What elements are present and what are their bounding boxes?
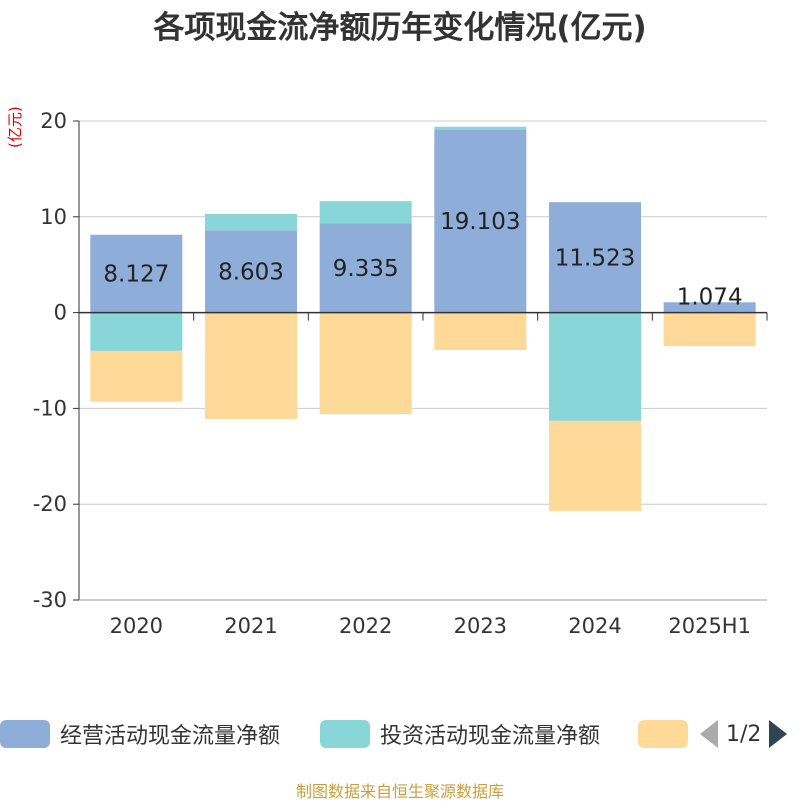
bar-series0-2021 <box>205 230 297 313</box>
legend-pager: 1/2 <box>700 716 788 752</box>
y-tick-label: -20 <box>33 492 67 516</box>
bar-series0-2020 <box>90 234 183 313</box>
legend-swatch-operating <box>0 720 50 748</box>
legend-swatch-investing <box>320 720 370 748</box>
y-tick-label: 20 <box>40 109 67 133</box>
prev-page-icon[interactable] <box>700 720 718 748</box>
bar-series2-2025H1 <box>663 312 756 347</box>
x-tick-label-2022: 2022 <box>339 614 392 638</box>
bar-series2-2022 <box>319 312 412 415</box>
y-tick-label: -10 <box>33 396 67 420</box>
data-label-2021: 8.603 <box>218 259 284 285</box>
data-label-2020: 8.127 <box>103 262 169 288</box>
legend-item-financing[interactable] <box>638 716 698 752</box>
bar-series1-2023 <box>434 126 527 130</box>
data-label-2022: 9.335 <box>333 256 399 282</box>
legend-label-operating: 经营活动现金流量净额 <box>60 724 281 749</box>
y-tick-label: -30 <box>33 588 67 612</box>
legend: 经营活动现金流量净额 投资活动现金流量净额 1/2 <box>0 716 800 752</box>
cash-flow-chart: 20 10 0 -10 -20 -30 8.127 8.603 9.335 19.103 11.52… <box>33 109 768 638</box>
x-tick-label-2021: 2021 <box>224 614 277 638</box>
bar-series0-2024 <box>549 202 641 313</box>
bar-series1-2022 <box>319 201 412 224</box>
bar-series2-2021 <box>205 312 297 419</box>
data-label-2024: 11.523 <box>555 245 635 271</box>
bar-series1-2021 <box>205 213 297 231</box>
legend-item-operating[interactable]: 经营活动现金流量净额 <box>0 716 280 752</box>
legend-swatch-financing <box>638 720 688 748</box>
x-tick-label-2025H1: 2025H1 <box>668 614 751 638</box>
x-tick-label-2023: 2023 <box>454 614 507 638</box>
bar-series2-2020 <box>90 350 183 402</box>
bar-series2-2023 <box>434 312 527 350</box>
legend-item-investing[interactable]: 投资活动现金流量净额 <box>320 716 600 752</box>
y-tick-label: 0 <box>54 301 67 325</box>
legend-page-indicator: 1/2 <box>726 721 762 747</box>
bar-series2-2024 <box>549 420 641 511</box>
data-label-2025H1: 1.074 <box>677 284 743 310</box>
chart-title: 各项现金流净额历年变化情况(亿元) <box>153 10 647 46</box>
bar-series0-2025H1 <box>663 302 756 313</box>
bar-series1-2024 <box>549 312 641 421</box>
x-tick-label-2020: 2020 <box>110 614 163 638</box>
x-tick-label-2024: 2024 <box>568 614 621 638</box>
y-tick-label: 10 <box>40 205 67 229</box>
legend-label-investing: 投资活动现金流量净额 <box>380 724 601 749</box>
bar-series0-2022 <box>319 223 412 313</box>
next-page-icon[interactable] <box>769 720 788 748</box>
bar-series1-2020 <box>90 312 183 351</box>
data-label-2023: 19.103 <box>440 209 520 235</box>
bar-series0-2023 <box>434 129 527 313</box>
data-source-footer: 制图数据来自恒生聚源数据库 <box>295 782 504 801</box>
